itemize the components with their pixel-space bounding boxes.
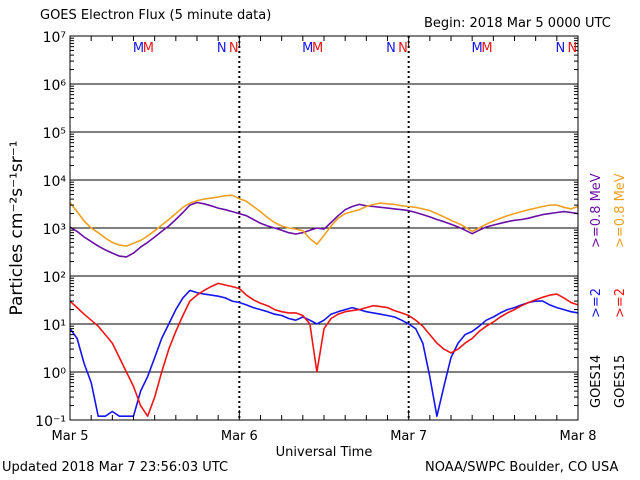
- legend-label: >=0.8 MeV: [613, 173, 628, 248]
- mlt-marker: N: [229, 41, 239, 56]
- credit-text: NOAA/SWPC Boulder, CO USA: [425, 460, 619, 475]
- x-tick-label: Mar 7: [390, 429, 427, 444]
- updated-timestamp: Updated 2018 Mar 7 23:56:03 UTC: [2, 460, 229, 475]
- series-line: [69, 282, 579, 418]
- y-tick-label: 10⁻¹: [35, 414, 66, 430]
- y-tick-label: 10⁵: [43, 126, 66, 142]
- y-tick-label: 10⁰: [43, 366, 67, 382]
- mlt-marker: M: [481, 41, 492, 56]
- mlt-marker: N: [217, 41, 227, 56]
- series-layer: [69, 194, 579, 418]
- legend-label: >=2: [589, 288, 604, 318]
- legend-label: GOES14: [589, 355, 604, 408]
- y-axis-label: Particles cm⁻²s⁻¹sr⁻¹: [7, 140, 27, 315]
- legend-label: >=2: [613, 288, 628, 318]
- series-line: [69, 194, 579, 247]
- y-tick-label: 10⁴: [43, 174, 67, 190]
- y-tick-label: 10⁷: [43, 30, 66, 46]
- mlt-marker: N: [398, 41, 408, 56]
- series-line: [69, 289, 579, 418]
- plot-frame: [69, 35, 579, 421]
- mlt-marker: N: [555, 41, 565, 56]
- chart-title: GOES Electron Flux (5 minute data): [40, 8, 272, 23]
- y-tick-label: 10⁶: [43, 78, 67, 94]
- x-tick-label: Mar 5: [52, 429, 89, 444]
- label-layer: 10⁻¹ 10⁰ 10¹ 10² 10³ 10⁴ 10⁵ 10⁶ 10⁷ Mar 5 Mar 6 Ma…: [7, 30, 628, 460]
- mlt-marker: M: [133, 41, 144, 56]
- y-tick-label: 10²: [43, 270, 66, 286]
- y-tick-label: 10³: [43, 222, 66, 238]
- mlt-marker: M: [302, 41, 313, 56]
- y-tick-label: 10¹: [43, 318, 66, 334]
- x-tick-label: Mar 6: [221, 429, 258, 444]
- grid-layer: [70, 36, 578, 420]
- x-axis-label: Universal Time: [276, 445, 373, 460]
- begin-time: Begin: 2018 Mar 5 0000 UTC: [424, 16, 611, 31]
- mlt-marker: M: [471, 41, 482, 56]
- mlt-marker: N: [386, 41, 396, 56]
- series-line: [69, 201, 579, 258]
- x-tick-label: Mar 8: [560, 429, 597, 444]
- axis-layer: [69, 35, 579, 421]
- mlt-marker: N: [567, 41, 577, 56]
- mlt-marker: M: [143, 41, 154, 56]
- legend-label: GOES15: [613, 355, 628, 408]
- mlt-marker: M: [312, 41, 323, 56]
- legend-label: >=0.8 MeV: [589, 173, 604, 248]
